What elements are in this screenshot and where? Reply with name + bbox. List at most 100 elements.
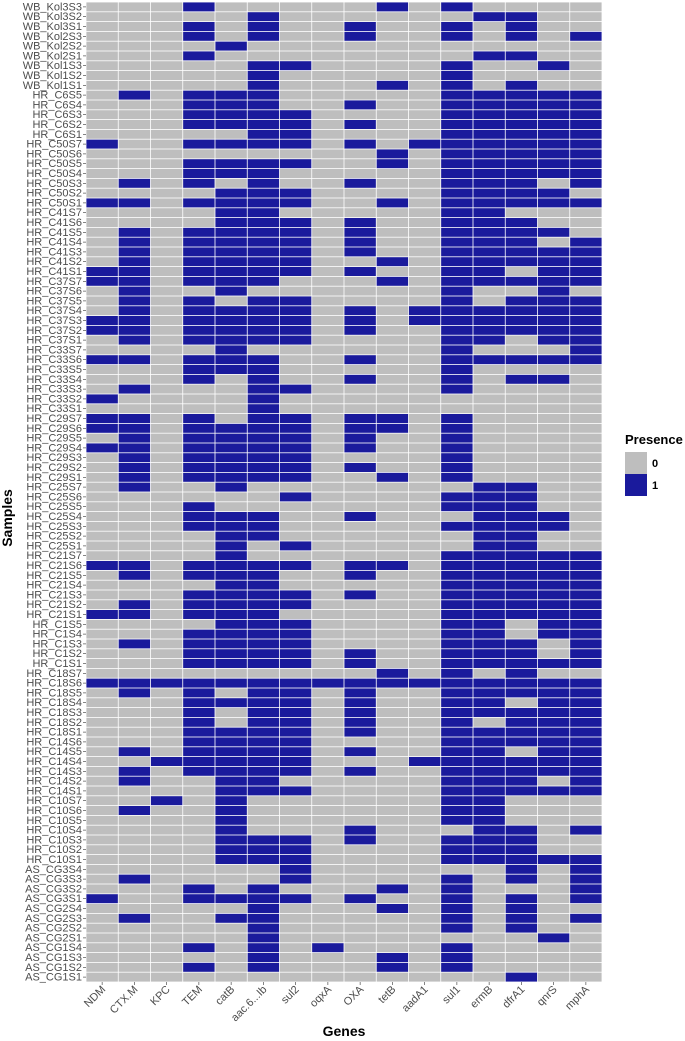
heatmap-cell [505, 884, 538, 894]
heatmap-cell [408, 737, 441, 747]
heatmap-cell [118, 129, 151, 139]
heatmap-cell [215, 208, 247, 218]
heatmap-cell [150, 71, 183, 80]
heatmap-cell [344, 384, 376, 394]
heatmap-cell [376, 169, 409, 178]
heatmap-cell [279, 551, 312, 561]
y-axis-labels: WB_Kol3S3WB_Kol3S2WB_Kol3S1WB_Kol2S3WB_K… [23, 1, 82, 983]
heatmap-cell [150, 482, 183, 492]
y-tick-label: WB_Kol2S2 [23, 41, 82, 53]
heatmap-cell [118, 296, 151, 306]
heatmap-cell [247, 472, 280, 482]
heatmap-cell [183, 51, 215, 61]
heatmap-cell [86, 796, 118, 806]
heatmap-cell [247, 845, 280, 855]
heatmap-cell [473, 149, 505, 159]
heatmap-cell [408, 904, 441, 913]
y-tick-label: WB_Kol1S2 [23, 70, 82, 82]
heatmap-cell [279, 472, 312, 482]
heatmap-cell [215, 776, 247, 786]
heatmap-cell [344, 668, 376, 678]
heatmap-cell [118, 688, 151, 698]
heatmap-cell [118, 374, 151, 384]
heatmap-cell [279, 904, 312, 913]
heatmap-cell [570, 943, 602, 953]
heatmap-cell [279, 580, 312, 590]
heatmap-cell [441, 463, 473, 472]
y-tick-label: HR_C41S7 [26, 207, 82, 219]
heatmap-cell [441, 51, 473, 61]
heatmap-cell [408, 708, 441, 717]
heatmap-cell [570, 120, 602, 129]
heatmap-cell [183, 394, 215, 404]
heatmap-cell [183, 570, 215, 580]
heatmap-cell [441, 384, 473, 394]
heatmap-cell [408, 237, 441, 247]
heatmap-cell [473, 453, 505, 463]
heatmap-cell [183, 845, 215, 855]
heatmap-cell [183, 786, 215, 796]
heatmap-cell [376, 51, 409, 61]
heatmap-cell [247, 639, 280, 649]
heatmap-cell [183, 208, 215, 218]
heatmap-cell [505, 198, 538, 208]
heatmap-cell [473, 904, 505, 913]
heatmap-cell [86, 159, 118, 169]
heatmap-cell [150, 267, 183, 276]
heatmap-cell [86, 110, 118, 120]
heatmap-cell [247, 22, 280, 31]
heatmap-cell [279, 139, 312, 149]
heatmap-cell [408, 551, 441, 561]
heatmap-cell [505, 482, 538, 492]
heatmap-cell [344, 169, 376, 178]
heatmap-cell [473, 894, 505, 904]
heatmap-cell [537, 561, 570, 570]
heatmap-cell [537, 306, 570, 316]
heatmap-cell [118, 482, 151, 492]
heatmap-cell [376, 218, 409, 227]
heatmap-cell [570, 561, 602, 570]
heatmap-cell [118, 600, 151, 610]
heatmap-cell [279, 227, 312, 237]
heatmap-cell [279, 698, 312, 708]
heatmap-cell [473, 708, 505, 717]
heatmap-cell [247, 276, 280, 286]
heatmap-cell [473, 218, 505, 227]
heatmap-cell [441, 717, 473, 727]
heatmap-cell [408, 531, 441, 541]
heatmap-cell [537, 943, 570, 953]
heatmap-cell [183, 855, 215, 864]
heatmap-cell [118, 855, 151, 864]
heatmap-cell [570, 502, 602, 512]
heatmap-cell [215, 884, 247, 894]
heatmap-cell [279, 953, 312, 962]
heatmap-cell [86, 835, 118, 845]
heatmap-cell [86, 570, 118, 580]
heatmap-cell [537, 796, 570, 806]
heatmap-cell [312, 345, 344, 355]
y-tick-label: HR_C25S5 [26, 501, 82, 513]
y-tick-label: HR_C10S7 [26, 795, 82, 807]
heatmap-cell [86, 414, 118, 423]
heatmap-cell [118, 404, 151, 414]
heatmap-cell [408, 521, 441, 531]
heatmap-cell [247, 335, 280, 345]
heatmap-cell [150, 874, 183, 884]
heatmap-cell [312, 31, 344, 41]
heatmap-cell [441, 747, 473, 757]
heatmap-cell [570, 414, 602, 423]
heatmap-cell [312, 169, 344, 178]
heatmap-cell [473, 570, 505, 580]
y-tick-label: HR_C1S1 [32, 658, 82, 670]
heatmap-cell [537, 619, 570, 629]
heatmap-cell [570, 590, 602, 600]
heatmap-cell [408, 267, 441, 276]
heatmap-cell [183, 678, 215, 688]
heatmap-cell [473, 668, 505, 678]
heatmap-cell [86, 737, 118, 747]
heatmap-cell [408, 433, 441, 443]
heatmap-cell [408, 306, 441, 316]
heatmap-cell [408, 355, 441, 365]
heatmap-cell [408, 590, 441, 600]
